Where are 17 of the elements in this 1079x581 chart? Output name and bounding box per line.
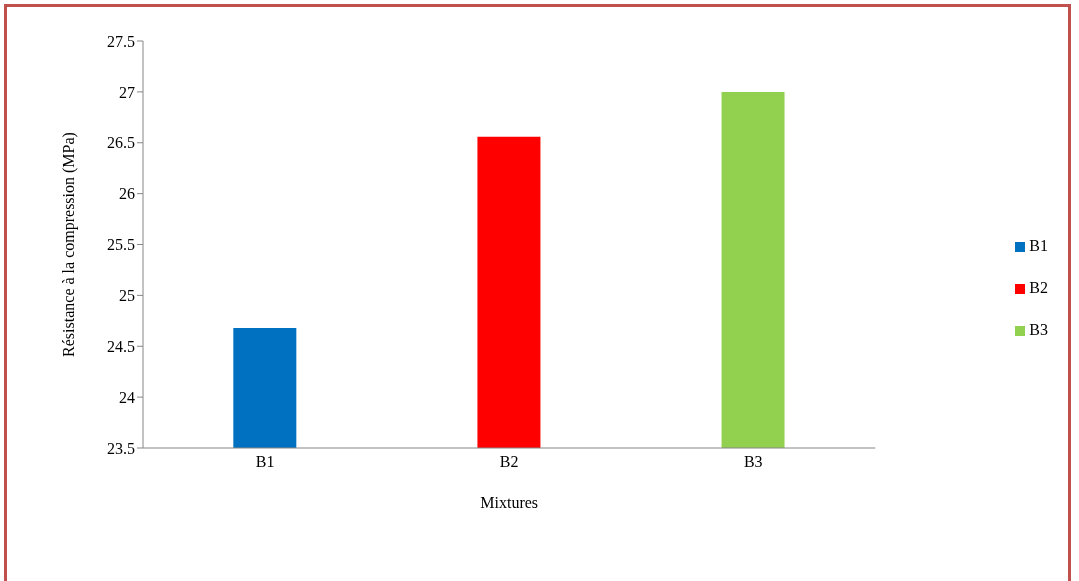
y-tick-label: 27.5 [107,32,135,50]
x-tick-label: B1 [255,453,275,471]
y-tick-label: 25 [119,287,135,305]
y-tick-label: 26.5 [107,134,135,152]
y-tick-label: 25.5 [107,236,135,254]
y-tick-label: 23.5 [107,439,135,457]
y-tick-label: 24.5 [107,337,135,355]
y-tick-label: 24 [119,388,135,406]
legend-label: B3 [1029,321,1048,338]
y-axis-title: Résistance à la compression (MPa) [59,132,78,357]
x-tick-label: B3 [743,453,763,471]
y-tick-label: 27 [119,83,135,101]
x-axis-title: Mixtures [480,494,539,511]
legend-label: B2 [1029,279,1048,296]
y-tick-label: 26 [119,185,135,203]
x-tick-label: B2 [499,453,519,471]
legend-label: B1 [1029,237,1048,254]
